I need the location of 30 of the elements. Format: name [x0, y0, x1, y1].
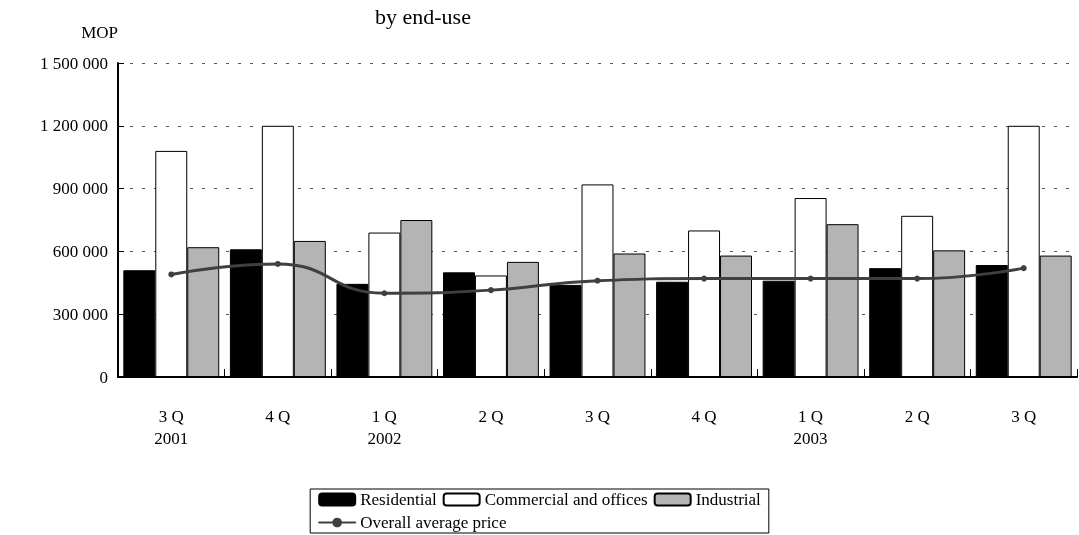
chart-title: by end-use	[375, 3, 471, 29]
point	[168, 271, 175, 278]
y-tick-label: 1 500 000	[40, 53, 108, 73]
x-tick-label: 2 Q	[904, 406, 930, 426]
point	[274, 260, 281, 267]
y-tick-label: 600 000	[52, 241, 108, 261]
x-tick-label: 3 Q 2001	[154, 406, 189, 448]
legend-label: Industrial	[695, 490, 762, 509]
x-tick-label: 2 Q	[478, 406, 504, 426]
point	[381, 290, 388, 297]
legend-label: Residential	[360, 490, 437, 509]
legend-label: Overall average price	[360, 513, 507, 532]
point	[487, 287, 494, 294]
x-tick-label: 4 Q	[265, 406, 291, 426]
point	[594, 277, 601, 284]
x-tick-label: 4 Q	[691, 406, 717, 426]
x-tick-label: 1 Q 2002	[367, 406, 402, 448]
point	[1020, 265, 1027, 272]
y-tick-label: 300 000	[52, 304, 108, 324]
point	[914, 275, 921, 282]
x-tick-label: 3 Q	[1011, 406, 1037, 426]
y-tick-label: 1 200 000	[40, 116, 108, 136]
point	[807, 275, 814, 282]
y-axis-title: MOP	[81, 23, 118, 42]
x-tick-label: 1 Q 2003	[793, 406, 828, 448]
y-tick-label: 0	[99, 367, 108, 387]
point	[701, 275, 708, 282]
x-tick-label: 3 Q	[584, 406, 611, 426]
legend-label: Commercial and offices	[484, 490, 648, 509]
y-tick-label: 900 000	[52, 179, 108, 199]
